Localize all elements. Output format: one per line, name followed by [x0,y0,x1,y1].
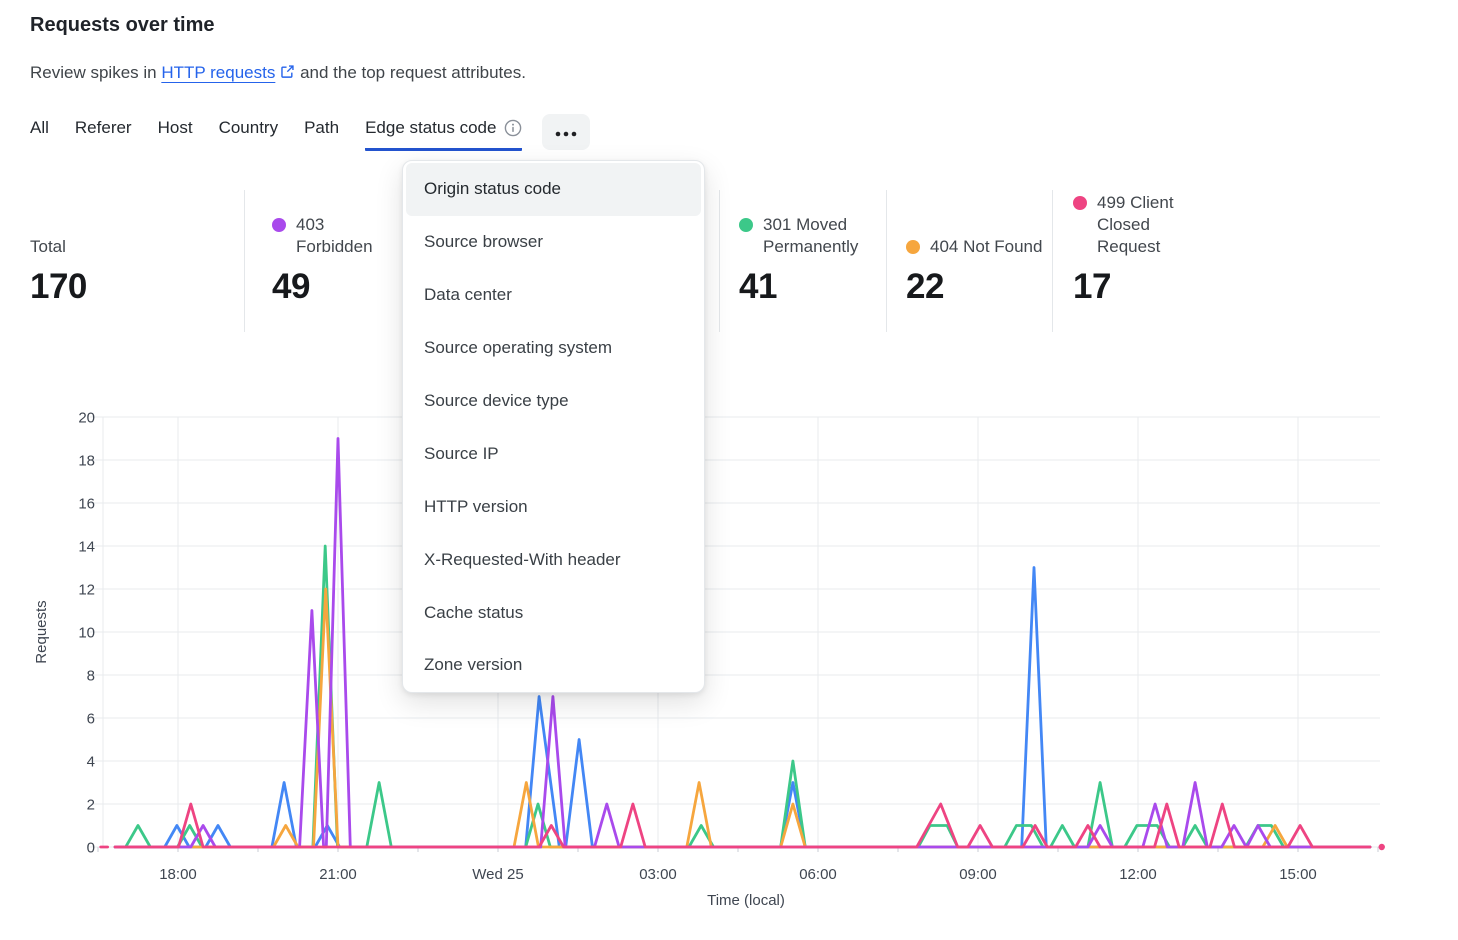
stat-label: 404 Not Found [930,237,1043,256]
legend-dot [906,240,920,254]
menu-item-zone-version[interactable]: Zone version [424,655,523,675]
svg-text:Wed 25: Wed 25 [472,866,523,883]
series-403-forbidden [113,437,1372,849]
menu-item-http-version[interactable]: HTTP version [424,496,528,516]
svg-text:06:00: 06:00 [799,866,837,883]
y-axis-labels: 0 2 4 6 8 10 12 14 16 18 20 [78,410,95,857]
menu-item-source-browser[interactable]: Source browser [424,232,544,252]
subtitle-suffix: and the top request attributes. [295,63,526,82]
svg-text:4: 4 [87,754,95,771]
stat-label: 403 Forbidden [296,215,373,256]
info-icon[interactable] [504,119,522,137]
more-tabs-button[interactable] [542,114,591,150]
svg-text:21:00: 21:00 [319,866,357,883]
svg-text:18:00: 18:00 [159,866,197,883]
external-link-icon [280,62,295,86]
svg-text:0: 0 [87,840,95,857]
stat-404-not-found: 404 Not Found 22 [906,190,1046,307]
stats-divider [886,190,887,332]
page-title: Requests over time [30,14,215,36]
menu-item-data-center[interactable]: Data center [424,285,512,305]
menu-item-x-requested-with-header[interactable]: X-Requested-With header [424,549,621,569]
ellipsis-icon [555,125,577,140]
subtitle: Review spikes in HTTP requests and the t… [30,61,526,86]
svg-text:03:00: 03:00 [639,866,677,883]
tab-edge-status-code[interactable]: Edge status code [365,118,523,151]
legend-dot [272,218,286,232]
stat-value: 17 [1073,267,1111,306]
stat-value: 49 [272,267,310,306]
y-axis-title: Requests [33,600,50,663]
stat-label: Total [30,237,66,256]
menu-item-cache-status[interactable]: Cache status [424,602,524,622]
stat-499-client-closed-request: 499 Client Closed Request 17 [1073,190,1205,307]
stat-value: 170 [30,267,87,306]
svg-text:15:00: 15:00 [1279,866,1317,883]
svg-text:20: 20 [78,410,95,427]
menu-item-source-device-type[interactable]: Source device type [424,391,569,410]
stats-divider [1052,190,1053,332]
http-requests-link[interactable]: HTTP requests [161,63,295,82]
svg-text:8: 8 [87,668,95,685]
tab-bar: All Referer Host Country Path Edge statu… [30,114,591,151]
stat-value: 22 [906,267,944,306]
legend-dot [1073,196,1087,210]
tab-all[interactable]: All [30,118,49,137]
tab-referer[interactable]: Referer [74,118,132,137]
svg-text:16: 16 [78,496,95,513]
series-blue-series-legend-hidden [113,566,1372,849]
stat-label: 499 Client Closed Request [1097,193,1174,256]
stats-row: Total 170 403 Forbidden 49 301 Moved Permane… [0,190,1458,332]
tab-host[interactable]: Host [157,118,193,137]
stat-label: 301 Moved Permanently [763,215,859,256]
stat-total: Total 170 [30,190,180,307]
stat-value: 41 [739,267,777,306]
legend-dot [739,218,753,232]
svg-text:10: 10 [78,625,95,642]
x-axis-labels: 18:00 21:00 Wed 25 03:00 06:00 09:00 12:00 15:0… [159,866,1317,883]
tab-country[interactable]: Country [218,118,279,137]
svg-text:2: 2 [87,797,95,814]
series-499-client-closed-request [99,802,1385,851]
stats-divider [719,190,720,332]
stat-403-forbidden: 403 Forbidden 49 [272,190,400,307]
menu-item-origin-status-code[interactable]: Origin status code [406,163,701,216]
stat-301-moved-permanently: 301 Moved Permanently 41 [739,190,858,307]
tab-path[interactable]: Path [304,118,340,137]
menu-item-source-operating-system[interactable]: Source operating system [424,338,613,358]
x-axis-title: Time (local) [707,892,785,909]
subtitle-prefix: Review spikes in [30,63,162,82]
svg-text:09:00: 09:00 [959,866,997,883]
svg-text:6: 6 [87,711,95,728]
menu-item-source-ip[interactable]: Source IP [424,443,499,463]
svg-text:12:00: 12:00 [1119,866,1157,883]
svg-text:14: 14 [78,539,95,556]
breakdown-dropdown-menu: Origin status code Source browser Data cen… [402,160,705,693]
svg-text:12: 12 [78,582,95,599]
stats-divider [244,190,245,332]
svg-text:18: 18 [78,453,95,470]
